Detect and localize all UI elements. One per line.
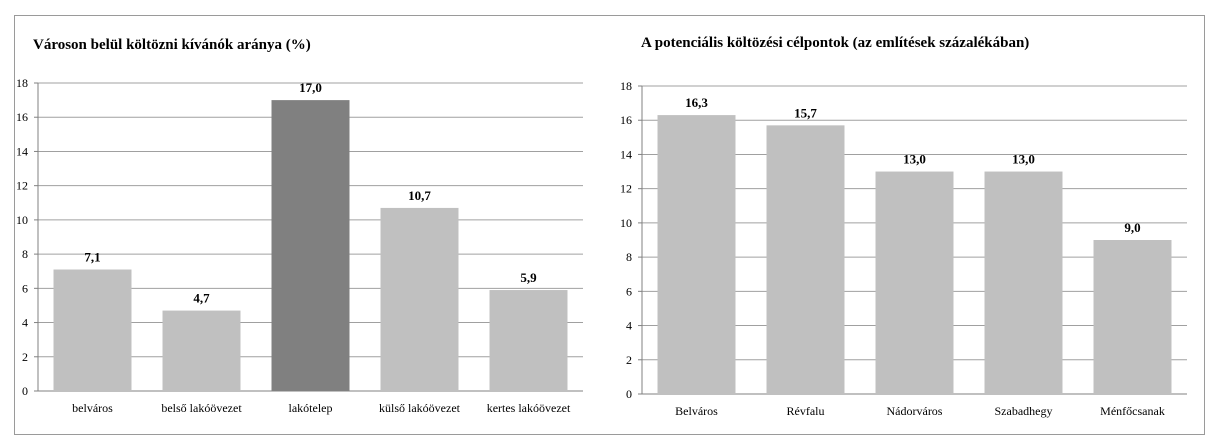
bar: [766, 125, 845, 394]
y-tick-label: 10: [620, 216, 632, 230]
y-tick-label: 18: [16, 76, 28, 90]
bar: [271, 100, 350, 391]
x-tick-label: Nádorváros: [887, 404, 943, 418]
y-tick-label: 10: [16, 213, 28, 227]
bar: [162, 310, 241, 391]
bar: [489, 290, 568, 391]
chart-2-title: A potenciális költözési célpontok (az em…: [641, 35, 1030, 51]
x-tick-label: belső lakóövezet: [161, 401, 242, 415]
x-tick-label: Révfalu: [787, 404, 825, 418]
y-tick-label: 6: [626, 284, 632, 298]
data-label: 5,9: [520, 270, 537, 285]
bar: [53, 269, 132, 391]
y-tick-label: 2: [626, 353, 632, 367]
x-tick-label: Belváros: [675, 404, 718, 418]
bar: [1093, 240, 1172, 394]
x-tick-label: külső lakóövezet: [379, 401, 461, 415]
data-label: 13,0: [903, 152, 926, 167]
data-label: 7,1: [84, 250, 100, 265]
x-tick-label: Szabadhegy: [995, 404, 1053, 418]
x-tick-label: kertes lakóövezet: [487, 401, 571, 415]
y-tick-label: 0: [626, 387, 632, 401]
y-tick-label: 14: [620, 147, 632, 161]
y-tick-label: 14: [16, 144, 28, 158]
y-tick-label: 8: [22, 247, 28, 261]
data-label: 10,7: [408, 188, 431, 203]
x-tick-label: belváros: [72, 401, 113, 415]
data-label: 16,3: [685, 95, 708, 110]
bar: [875, 171, 954, 394]
y-tick-label: 12: [620, 182, 632, 196]
chart-1-title: Városon belül költözni kívánók aránya (%…: [33, 37, 311, 53]
bar: [380, 207, 459, 391]
data-label: 4,7: [193, 291, 210, 306]
y-tick-label: 4: [626, 319, 632, 333]
x-tick-label: Ménfőcsanak: [1100, 404, 1165, 418]
bar: [657, 115, 736, 394]
y-tick-label: 4: [22, 316, 28, 330]
bar: [984, 171, 1063, 394]
y-tick-label: 12: [16, 179, 28, 193]
y-tick-label: 0: [22, 384, 28, 398]
y-tick-label: 18: [620, 79, 632, 93]
data-label: 13,0: [1012, 152, 1035, 167]
data-label: 17,0: [299, 80, 322, 95]
y-tick-label: 16: [16, 110, 28, 124]
y-tick-label: 16: [620, 113, 632, 127]
y-tick-label: 8: [626, 250, 632, 264]
y-tick-label: 2: [22, 350, 28, 364]
data-label: 9,0: [1124, 220, 1140, 235]
x-tick-label: lakótelep: [289, 401, 333, 415]
data-label: 15,7: [794, 105, 817, 120]
y-tick-label: 6: [22, 281, 28, 295]
